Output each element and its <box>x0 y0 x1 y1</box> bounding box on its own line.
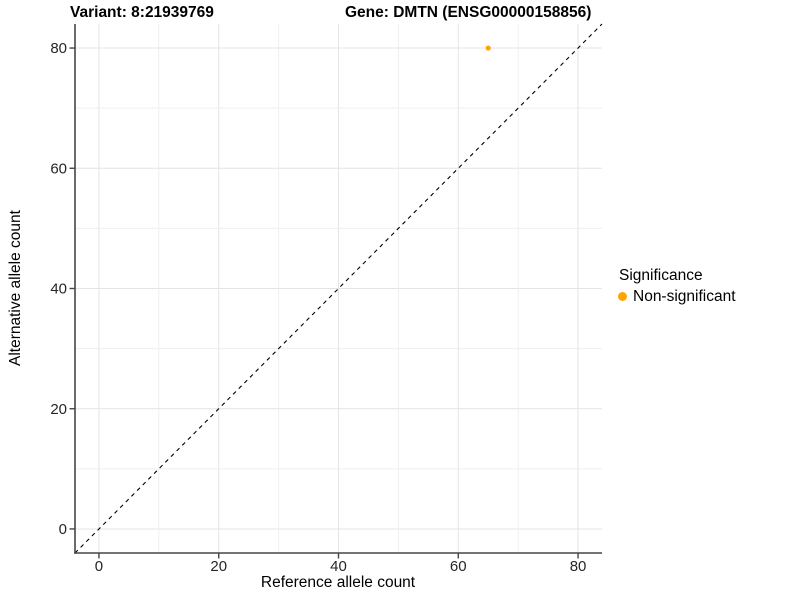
gridlines <box>75 24 602 553</box>
axis-ticks: 0 20 40 60 80 0 20 40 60 80 <box>50 40 586 575</box>
legend-key-dot-icon <box>618 292 627 301</box>
plot-title-variant: Variant: 8:21939769 <box>70 4 214 21</box>
legend-item-label: Non-significant <box>633 288 736 305</box>
legend-title: Significance <box>619 267 703 284</box>
y-tick-label: 80 <box>50 40 67 57</box>
y-axis-title: Alternative allele count <box>7 210 24 366</box>
y-tick-label: 40 <box>50 281 67 298</box>
x-tick-label: 60 <box>450 558 467 575</box>
x-tick-label: 20 <box>210 558 227 575</box>
x-tick-label: 80 <box>570 558 587 575</box>
y-tick-label: 60 <box>50 160 67 177</box>
y-tick-label: 0 <box>59 521 67 538</box>
data-point <box>485 45 491 51</box>
legend: Significance Non-significant <box>615 266 736 305</box>
y-tick-label: 20 <box>50 401 67 418</box>
x-tick-label: 0 <box>95 558 103 575</box>
plot-title-gene: Gene: DMTN (ENSG00000158856) <box>345 4 592 21</box>
legend-item-non-significant: Non-significant <box>615 288 736 305</box>
x-tick-label: 40 <box>330 558 347 575</box>
x-axis-title: Reference allele count <box>260 574 416 591</box>
